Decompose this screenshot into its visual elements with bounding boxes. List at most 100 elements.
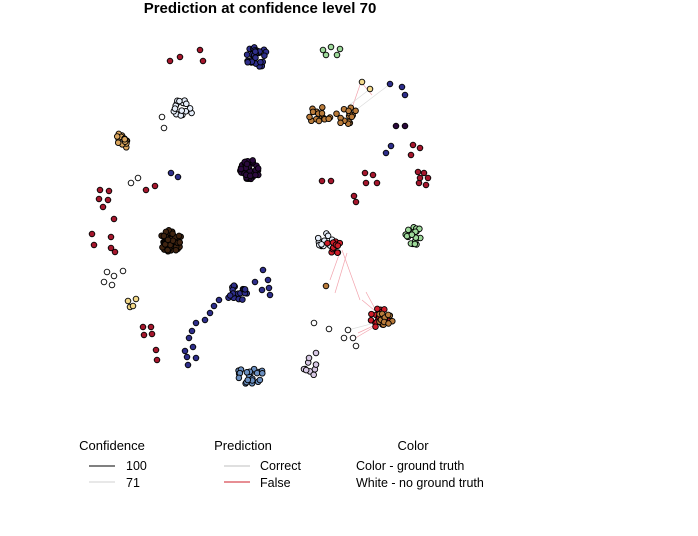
network-node (257, 58, 264, 66)
network-node (175, 232, 183, 240)
network-node (151, 182, 159, 190)
network-node (152, 346, 160, 354)
legend-label-false: False (260, 476, 291, 490)
edge-correct (355, 83, 391, 111)
network-node (104, 196, 112, 204)
network-node (325, 325, 333, 333)
network-node (201, 316, 209, 324)
network-node (405, 226, 412, 234)
network-node (140, 331, 148, 339)
network-node (244, 59, 251, 66)
network-node (251, 278, 259, 286)
network-node (181, 347, 189, 355)
network-node (243, 160, 251, 168)
network-node (124, 297, 132, 305)
network-node (416, 174, 424, 182)
network-node (99, 203, 107, 211)
network-node (333, 51, 341, 59)
legend-prediction-title: Prediction (214, 438, 272, 453)
network-node (350, 192, 358, 200)
network-node (266, 291, 274, 299)
network-node (252, 48, 259, 55)
legend-confidence: Confidence 100 71 (79, 438, 147, 490)
network-node (407, 151, 415, 159)
network-node (258, 286, 266, 294)
network-node (309, 108, 317, 116)
network-node (158, 113, 166, 121)
legend-prediction: Prediction Correct False (214, 438, 301, 490)
network-node (327, 177, 335, 185)
network-node (129, 302, 137, 310)
network-node (176, 239, 184, 246)
network-node (95, 195, 103, 203)
network-node (132, 295, 140, 303)
network-node (348, 113, 356, 121)
network-node (164, 236, 172, 244)
network-node (206, 309, 214, 317)
network-node (392, 122, 400, 130)
network-node (90, 241, 98, 249)
edge-false (341, 249, 361, 301)
network-node (322, 51, 330, 59)
network-node (384, 311, 392, 319)
network-node (322, 282, 330, 290)
edge-false (329, 251, 341, 281)
network-node (174, 173, 182, 181)
network-node (249, 157, 256, 164)
network-node (108, 281, 116, 289)
legend-label-71: 71 (126, 476, 140, 490)
network-node (324, 232, 332, 240)
network-node (261, 52, 268, 59)
network-node (337, 119, 344, 127)
network-node (361, 169, 369, 177)
network-node (199, 57, 207, 65)
network-node (105, 187, 113, 195)
network-node (401, 91, 409, 99)
network-node (368, 310, 375, 318)
network-node (166, 57, 174, 65)
network-node (325, 115, 332, 123)
network-node (424, 174, 432, 182)
network-node (334, 242, 342, 249)
network-node (349, 334, 357, 342)
network-node (420, 169, 428, 177)
network-node (252, 54, 259, 61)
network-node (134, 174, 142, 182)
network-node (113, 133, 121, 140)
network-node (305, 354, 313, 362)
nodes-layer (88, 43, 432, 387)
network-node (265, 284, 273, 292)
network-node (121, 136, 128, 143)
network-node (111, 248, 119, 256)
network-node (110, 215, 118, 223)
network-node (315, 117, 323, 125)
network-node (352, 342, 360, 350)
network-node (160, 124, 168, 132)
network-node (362, 179, 370, 187)
network-node (369, 171, 377, 179)
network-node (264, 276, 272, 284)
legend-confidence-title: Confidence (79, 438, 145, 453)
network-node (186, 105, 194, 112)
network-node (312, 349, 320, 357)
network-node (192, 319, 200, 327)
network-node (176, 97, 183, 105)
network-node (256, 376, 264, 384)
network-node (319, 46, 327, 54)
network-node (185, 334, 193, 342)
network-node (398, 83, 406, 91)
edge-false (334, 252, 348, 294)
network-node (352, 198, 360, 206)
network-node (114, 139, 122, 146)
network-node (160, 232, 168, 240)
network-node (184, 361, 192, 369)
network-node (172, 246, 180, 254)
network-node (107, 233, 115, 241)
network-node (100, 278, 108, 286)
network-node (358, 78, 366, 86)
network-node (334, 249, 341, 256)
network-node (119, 267, 127, 275)
network-node (226, 292, 234, 299)
network-node (127, 179, 135, 187)
